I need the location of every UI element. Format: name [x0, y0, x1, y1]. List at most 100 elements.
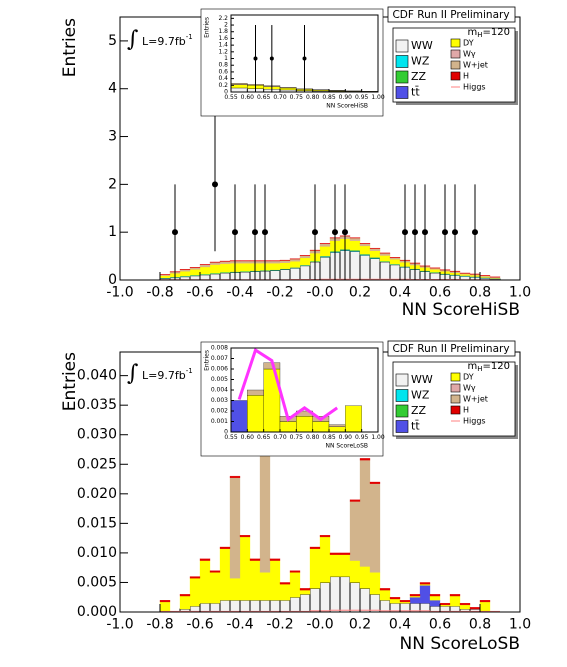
lumi-label: L=9.7fb-1: [142, 33, 193, 48]
x-tick-label: 0.80: [306, 94, 320, 101]
hist-bar: [329, 554, 341, 577]
hist-bar: [449, 595, 461, 607]
inset-x-title: NN ScoreHiSB: [326, 103, 368, 110]
title-box: [387, 340, 516, 357]
data-point: [332, 229, 338, 236]
x-tick-label: 0.90: [339, 434, 353, 441]
hist-bar: [249, 560, 261, 601]
hist-bar: [239, 263, 251, 272]
data-point: [212, 181, 218, 188]
hist-bar: [369, 257, 381, 281]
x-tick-label: -1.0: [106, 617, 133, 633]
x-tick-label: 0.95: [355, 94, 369, 101]
hist-bar: [279, 582, 291, 585]
hist-bar: [429, 600, 441, 607]
hist-bar: [269, 260, 281, 264]
hist-bar: [429, 595, 441, 601]
data-point: [472, 229, 478, 236]
hist-bar: [359, 566, 371, 589]
hist-bar: [219, 261, 231, 264]
hist-bar: [179, 595, 191, 610]
x-tick-label: 0.8: [469, 285, 491, 301]
hist-bar: [349, 560, 361, 583]
hist-bar: [429, 272, 441, 281]
y-tick-label: 0.003: [211, 397, 228, 404]
legend-label: Wγ: [463, 384, 476, 393]
hist-bar: [369, 481, 381, 484]
x-tick-label: -0.0: [306, 617, 333, 633]
y-tick-label: 0.035: [77, 397, 117, 413]
lumi-sup: -1: [186, 367, 193, 375]
hist-bar: [259, 599, 271, 613]
x-tick-label: 0.55: [224, 94, 238, 101]
hist-bar: [230, 400, 248, 433]
hist-bar: [339, 552, 351, 555]
hist-bar: [279, 268, 291, 281]
hist-bar: [479, 601, 491, 613]
hist-bar: [369, 248, 381, 251]
hist-bar: [399, 600, 411, 603]
legend-label: Wγ: [463, 50, 476, 59]
hist-bar: [209, 262, 221, 265]
legend-swatch: [450, 38, 461, 48]
x-tick-label: -0.0: [306, 285, 333, 301]
hist-bar: [159, 275, 171, 279]
hist-bar: [349, 581, 361, 613]
hist-bar: [219, 263, 231, 273]
x-tick-label: 0.6: [429, 617, 451, 633]
hist-bar: [349, 237, 361, 241]
hist-bar: [379, 261, 391, 281]
hist-bar: [209, 602, 221, 613]
hist-bar: [219, 599, 231, 613]
y-tick-label: 0.005: [77, 574, 117, 590]
hist-bar: [419, 582, 431, 585]
hist-bar: [299, 255, 311, 258]
x-tick-label: 0.90: [339, 94, 353, 101]
hist-bar: [369, 250, 381, 258]
legend-swatch: [395, 404, 409, 418]
legend-label: DY: [463, 39, 474, 48]
hist-bar: [279, 260, 291, 263]
hist-bar: [389, 259, 401, 265]
x-tick-label: 0.6: [429, 285, 451, 301]
hist-bar: [247, 395, 264, 433]
lumi-label: L=9.7fb-1: [142, 367, 193, 382]
lumi-text: L=9.7fb: [142, 369, 186, 382]
lumi-text: L=9.7fb: [142, 35, 186, 48]
y-tick-label: 0.6: [218, 68, 228, 75]
hist-bar: [239, 599, 251, 613]
x-tick-label: 0.55: [224, 434, 238, 441]
hist-bar: [279, 584, 291, 601]
legend-swatch: [395, 86, 409, 99]
mass-label: mH=120: [468, 361, 510, 373]
hist-bar: [345, 405, 362, 433]
hist-bar: [379, 253, 391, 256]
hist-bar: [247, 389, 264, 396]
hist-bar: [209, 273, 221, 281]
hist-bar: [429, 269, 441, 273]
hist-bar: [349, 250, 361, 281]
x-tick-label: -1.0: [106, 285, 133, 301]
hist-bar: [459, 602, 471, 606]
x-axis-title: NN ScoreHiSB: [402, 300, 520, 320]
legend-label: ZZ: [411, 404, 427, 417]
hist-bar: [389, 597, 401, 600]
hist-bar: [359, 245, 371, 255]
data-point: [442, 229, 448, 236]
hist-bar: [369, 483, 381, 573]
hist-bar: [230, 87, 248, 93]
hist-bar: [439, 604, 451, 607]
hist-bar: [359, 254, 371, 281]
x-tick-label: -0.4: [226, 617, 253, 633]
hist-bar: [229, 477, 241, 579]
hist-bar: [312, 89, 330, 92]
mass-value: =120: [483, 361, 510, 372]
x-tick-label: 1.00: [371, 94, 385, 101]
hist-bar: [329, 576, 341, 613]
hist-bar: [189, 576, 201, 579]
hist-bar: [269, 269, 281, 281]
legend-swatch: [450, 394, 461, 404]
hist-bar: [189, 578, 201, 607]
hist-bar: [299, 257, 311, 266]
y-tick-label: 3: [108, 129, 117, 145]
